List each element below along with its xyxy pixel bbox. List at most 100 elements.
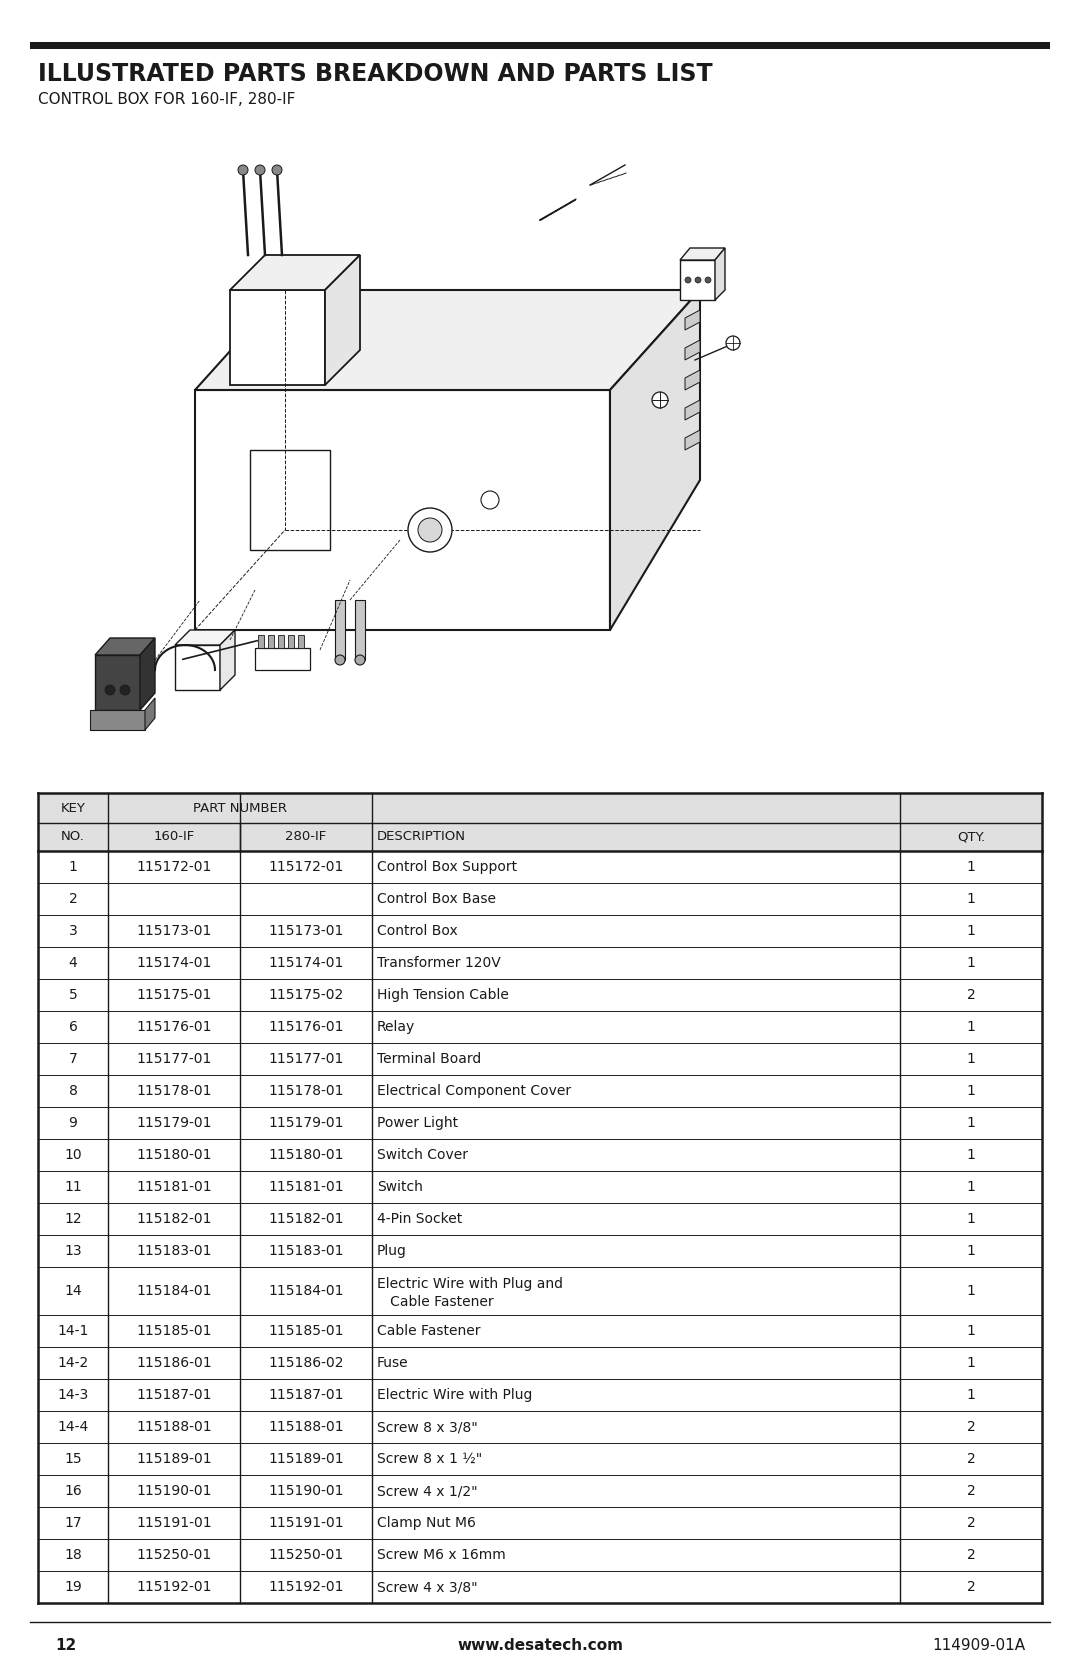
Polygon shape: [685, 431, 700, 451]
Text: 10: 10: [64, 1148, 82, 1162]
Text: 115191-01: 115191-01: [136, 1515, 212, 1530]
Bar: [38, 851, 1042, 883]
Text: 115175-02: 115175-02: [268, 988, 343, 1001]
Bar: [38, 1107, 1042, 1138]
Text: ILLUSTRATED PARTS BREAKDOWN AND PARTS LIST: ILLUSTRATED PARTS BREAKDOWN AND PARTS LI…: [38, 62, 713, 87]
Text: 1: 1: [967, 1389, 975, 1402]
Text: Switch Cover: Switch Cover: [377, 1148, 468, 1162]
Text: 18: 18: [64, 1549, 82, 1562]
Text: Electric Wire with Plug: Electric Wire with Plug: [377, 1389, 532, 1402]
Text: 4-Pin Socket: 4-Pin Socket: [377, 1212, 462, 1227]
Bar: [30, 42, 1050, 48]
Text: 115184-01: 115184-01: [268, 1283, 343, 1298]
Polygon shape: [175, 629, 235, 644]
Text: 115180-01: 115180-01: [136, 1148, 212, 1162]
Text: DESCRIPTION: DESCRIPTION: [377, 831, 465, 843]
Text: 115177-01: 115177-01: [268, 1051, 343, 1066]
Text: Control Box Base: Control Box Base: [377, 891, 496, 906]
Text: Switch: Switch: [377, 1180, 423, 1193]
Text: 4: 4: [69, 956, 78, 970]
Bar: [38, 1043, 1042, 1075]
Polygon shape: [220, 629, 235, 689]
Text: 17: 17: [64, 1515, 82, 1530]
Bar: [38, 793, 1042, 823]
Text: 115180-01: 115180-01: [268, 1148, 343, 1162]
Text: Cable Fastener: Cable Fastener: [377, 1295, 494, 1308]
Text: 2: 2: [69, 891, 78, 906]
Text: 14-3: 14-3: [57, 1389, 89, 1402]
Polygon shape: [175, 644, 220, 689]
Polygon shape: [268, 634, 274, 648]
Text: 115183-01: 115183-01: [136, 1243, 212, 1258]
Text: Screw M6 x 16mm: Screw M6 x 16mm: [377, 1549, 505, 1562]
Text: 115186-02: 115186-02: [268, 1355, 343, 1370]
Text: Fuse: Fuse: [377, 1355, 408, 1370]
Polygon shape: [335, 599, 345, 659]
Circle shape: [335, 654, 345, 664]
Text: 115185-01: 115185-01: [136, 1324, 212, 1339]
Text: 115173-01: 115173-01: [136, 925, 212, 938]
Polygon shape: [249, 451, 330, 551]
Text: 12: 12: [55, 1637, 77, 1652]
Text: 160-IF: 160-IF: [153, 831, 194, 843]
Text: 15: 15: [64, 1452, 82, 1465]
Circle shape: [120, 684, 130, 694]
Circle shape: [705, 277, 711, 284]
Text: 115185-01: 115185-01: [268, 1324, 343, 1339]
Text: 115175-01: 115175-01: [136, 988, 212, 1001]
Text: 115178-01: 115178-01: [268, 1083, 343, 1098]
Circle shape: [408, 507, 453, 552]
Bar: [38, 1347, 1042, 1379]
Text: 12: 12: [64, 1212, 82, 1227]
Text: 115192-01: 115192-01: [268, 1581, 343, 1594]
Circle shape: [418, 517, 442, 542]
Polygon shape: [195, 391, 610, 629]
Text: 115250-01: 115250-01: [268, 1549, 343, 1562]
Text: 280-IF: 280-IF: [285, 831, 326, 843]
Text: 115179-01: 115179-01: [136, 1117, 212, 1130]
Polygon shape: [325, 255, 360, 386]
Text: NO.: NO.: [62, 831, 85, 843]
Text: 115187-01: 115187-01: [268, 1389, 343, 1402]
Text: 115184-01: 115184-01: [136, 1283, 212, 1298]
Text: 115191-01: 115191-01: [268, 1515, 343, 1530]
Text: 115189-01: 115189-01: [268, 1452, 343, 1465]
Text: 2: 2: [967, 1452, 975, 1465]
Text: 1: 1: [967, 1212, 975, 1227]
Bar: [38, 1203, 1042, 1235]
Text: 14-1: 14-1: [57, 1324, 89, 1339]
Text: 115192-01: 115192-01: [136, 1581, 212, 1594]
Bar: [38, 823, 1042, 851]
Bar: [38, 1138, 1042, 1172]
Text: 1: 1: [967, 860, 975, 875]
Circle shape: [105, 684, 114, 694]
Text: 115174-01: 115174-01: [268, 956, 343, 970]
Polygon shape: [685, 401, 700, 421]
Text: 115176-01: 115176-01: [268, 1020, 343, 1035]
Polygon shape: [230, 255, 360, 290]
Text: 115177-01: 115177-01: [136, 1051, 212, 1066]
Polygon shape: [298, 634, 303, 648]
Bar: [38, 1235, 1042, 1267]
Text: 1: 1: [967, 1355, 975, 1370]
Text: 11: 11: [64, 1180, 82, 1193]
Polygon shape: [90, 709, 145, 729]
Bar: [38, 980, 1042, 1011]
Text: 115190-01: 115190-01: [268, 1484, 343, 1499]
Polygon shape: [680, 260, 715, 300]
Polygon shape: [95, 654, 140, 709]
Text: Transformer 120V: Transformer 120V: [377, 956, 501, 970]
Bar: [38, 883, 1042, 915]
Circle shape: [272, 165, 282, 175]
Text: PART NUMBER: PART NUMBER: [193, 801, 287, 814]
Polygon shape: [355, 599, 365, 659]
Text: Power Light: Power Light: [377, 1117, 458, 1130]
Text: Relay: Relay: [377, 1020, 415, 1035]
Text: QTY.: QTY.: [957, 831, 985, 843]
Polygon shape: [278, 634, 284, 648]
Text: 8: 8: [68, 1083, 78, 1098]
Text: 1: 1: [967, 956, 975, 970]
Text: Plug: Plug: [377, 1243, 407, 1258]
Text: 14: 14: [64, 1283, 82, 1298]
Bar: [38, 1571, 1042, 1602]
